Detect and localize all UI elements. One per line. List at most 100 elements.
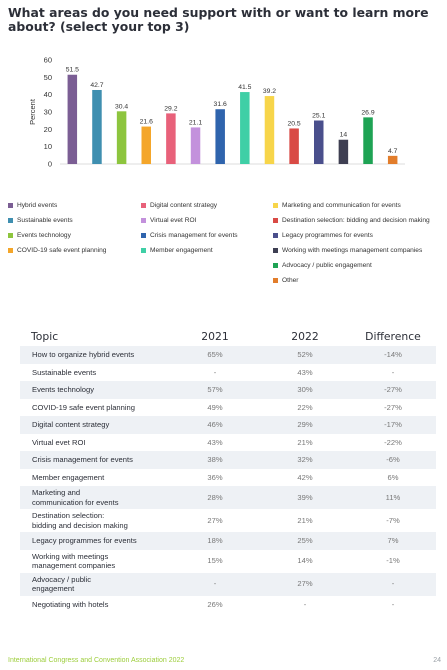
y-tick-label: 20 — [44, 125, 52, 134]
topic-cell: Legacy programmes for events — [20, 532, 170, 550]
value-2021-cell: 28% — [170, 486, 260, 509]
legend-swatch — [273, 278, 278, 283]
topic-cell: Member engagement — [32, 472, 105, 482]
legend-item: Advocacy / public engagement — [273, 262, 372, 269]
legend-item: Destination selection: bidding and decis… — [273, 217, 430, 224]
legend-label: Other — [282, 277, 299, 284]
legend-label: Member engagement — [150, 247, 213, 254]
legend-swatch — [141, 233, 146, 238]
legend-item: Virtual evet ROI — [141, 217, 196, 224]
y-tick-label: 30 — [44, 108, 52, 117]
table-header-row: Topic 2021 2022 Difference — [20, 326, 436, 346]
legend-item: Working with meetings management compani… — [273, 247, 422, 254]
header-2021: 2021 — [201, 329, 229, 343]
legend-item: COVID-19 safe event planning — [8, 247, 106, 254]
bar — [338, 139, 349, 164]
topic-cell: Events technology — [20, 381, 170, 399]
legend-swatch — [8, 248, 13, 253]
table-row: Marketing and communication for events 28%… — [20, 486, 436, 509]
difference-cell: - — [350, 572, 436, 596]
table-row: Working with meetings management companie… — [20, 550, 436, 573]
difference-cell: 11% — [350, 486, 436, 509]
value-2021-cell: - — [213, 367, 217, 377]
table-row: Legacy programmes for events 18% 25% 7% — [20, 532, 436, 550]
bar-value-label: 29.2 — [164, 105, 177, 112]
legend-label: Advocacy / public engagement — [282, 262, 372, 269]
legend-label: Marketing and communication for events — [282, 202, 401, 209]
value-2021-cell: 18% — [170, 532, 260, 550]
topic-cell: Advocacy / public engagement — [20, 572, 170, 596]
value-2021-cell: 27% — [207, 515, 223, 525]
value-2021-cell: 65% — [170, 346, 260, 364]
y-axis-label: Percent — [28, 98, 37, 125]
difference-cell: -22% — [384, 437, 402, 447]
bar — [141, 126, 151, 164]
legend-swatch — [273, 203, 278, 208]
topics-table: Topic 2021 2022 Difference How to organi… — [20, 326, 436, 613]
table-row: How to organize hybrid events 65% 52% -14% — [20, 346, 436, 364]
value-2021-cell: 46% — [170, 416, 260, 434]
legend-swatch — [8, 218, 13, 223]
bar — [92, 89, 102, 164]
bar-value-label: 26.9 — [361, 109, 374, 116]
topic-cell: Crisis management for events — [20, 451, 170, 469]
legend-swatch — [141, 203, 146, 208]
difference-cell: -27% — [350, 381, 436, 399]
y-tick-label: 60 — [44, 56, 52, 65]
topic-cell: COVID-19 safe event planning — [32, 402, 135, 412]
legend-item: Hybrid events — [8, 202, 57, 209]
bar-chart: Percent 0 10 20 30 40 50 60 51.5 42.7 30.4 21.6 29.2… — [28, 56, 405, 169]
value-2022-cell: 43% — [297, 367, 313, 377]
legend-label: Legacy programmes for events — [282, 232, 373, 239]
difference-cell: - — [391, 367, 395, 377]
legend-item: Digital content strategy — [141, 202, 217, 209]
bar — [116, 111, 127, 164]
value-2021-cell: 38% — [170, 451, 260, 469]
difference-cell: -1% — [386, 556, 400, 566]
bar-value-label: 51.5 — [66, 67, 79, 74]
value-2021-cell: 49% — [207, 402, 223, 412]
bar-value-label: 25.1 — [312, 112, 325, 119]
legend-swatch — [273, 218, 278, 223]
value-2022-cell: 30% — [260, 381, 350, 399]
page-number: 24 — [433, 657, 441, 664]
legend-label: Destination selection: bidding and decis… — [282, 217, 430, 224]
value-2021-cell: - — [170, 572, 260, 596]
header-topic: Topic — [31, 329, 59, 343]
value-2022-cell: 25% — [260, 532, 350, 550]
topic-cell: Negotiating with hotels — [32, 599, 109, 609]
bar-value-label: 30.4 — [115, 103, 128, 110]
table-row: Sustainable events - 43% - — [20, 364, 436, 382]
value-2022-cell: - — [303, 599, 307, 609]
value-2022-cell: 42% — [297, 472, 313, 482]
legend-label: Working with meetings management compani… — [282, 247, 423, 254]
footer-text: International Congress and Convention As… — [8, 657, 185, 664]
y-tick-label: 40 — [44, 90, 52, 99]
chart-legend: Hybrid events Sustainable events Events te… — [8, 202, 444, 288]
table-row: Member engagement 36% 42% 6% — [20, 469, 436, 487]
value-2022-cell: 14% — [297, 556, 313, 566]
topic-cell: How to organize hybrid events — [20, 346, 170, 364]
bar — [363, 117, 373, 164]
legend-swatch — [273, 233, 278, 238]
legend-item: Crisis management for events — [141, 232, 238, 239]
bar-value-label: 21.1 — [189, 119, 202, 126]
legend-item: Legacy programmes for events — [273, 232, 373, 239]
bar-value-label: 20.5 — [287, 120, 300, 127]
table-row: Events technology 57% 30% -27% — [20, 381, 436, 399]
legend-label: COVID-19 safe event planning — [17, 247, 107, 254]
legend-label: Sustainable events — [17, 217, 73, 224]
bar — [166, 113, 176, 164]
y-tick-label: 0 — [48, 160, 52, 169]
legend-swatch — [141, 218, 146, 223]
bar — [215, 109, 225, 164]
bar-value-label: 39.2 — [263, 88, 276, 95]
legend-label: Events technology — [17, 232, 71, 239]
topic-cell: Marketing and communication for events — [20, 486, 170, 509]
y-tick-label: 10 — [44, 142, 52, 151]
value-2021-cell: 43% — [207, 437, 223, 447]
legend-item: Marketing and communication for events — [273, 202, 401, 209]
bar-value-label: 21.6 — [140, 119, 153, 126]
topic-cell: Destination selection: bidding and decisi… — [32, 511, 128, 530]
bar-value-label: 42.7 — [90, 82, 103, 89]
